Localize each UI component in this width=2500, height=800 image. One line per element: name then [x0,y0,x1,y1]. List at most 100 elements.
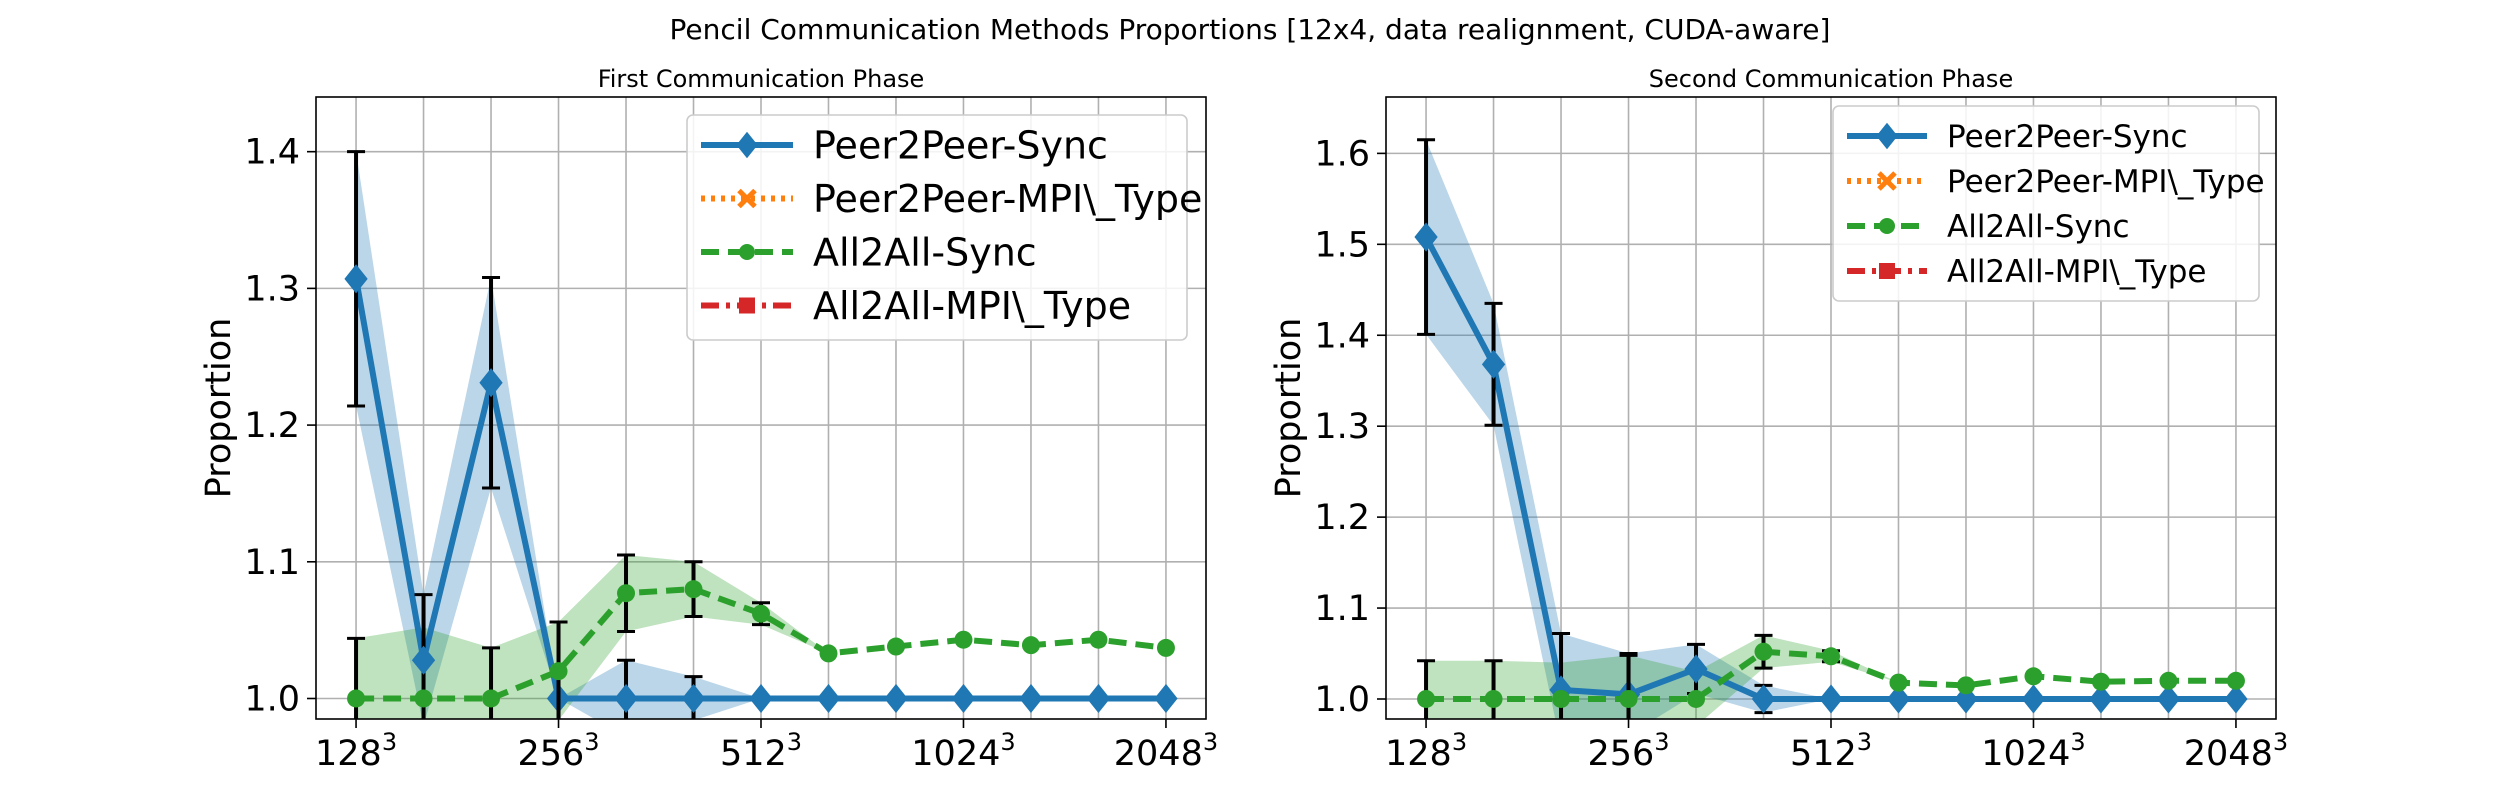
data-point [1754,642,1773,661]
y-tick-label: 1.1 [244,543,300,583]
x-tick-label: 2563 [1587,728,1669,774]
y-tick-label: 1.3 [1314,407,1370,447]
data-point [1956,676,1975,695]
y-tick-label: 1.4 [244,133,300,173]
legend-marker [1877,171,1897,191]
legend-marker [1879,263,1895,279]
data-point [1886,684,1911,714]
legend-label: All2All-MPI\_Type [813,284,1131,328]
y-tick-label: 1.0 [1314,680,1370,720]
data-point [1417,689,1436,708]
series-group [344,150,1178,719]
y-tick-label: 1.1 [1314,589,1370,629]
data-point [1414,222,1438,252]
data-point [347,689,366,708]
data-point [1481,349,1506,379]
legend-marker [1876,122,1898,150]
data-point [1819,684,1843,714]
data-point [2091,672,2110,691]
data-point [819,644,838,663]
data-point [1684,654,1708,684]
x-tick-label: 10243 [911,728,1015,774]
data-point [1089,630,1108,649]
subplot-title: Second Communication Phase [1649,65,2013,93]
data-point [1751,684,1776,714]
data-point [2021,684,2046,714]
data-point [886,637,905,656]
legend-marker [1879,218,1895,234]
x-tick-label: 10243 [1981,728,2085,774]
x-tick-label: 5123 [720,728,802,774]
y-tick-label: 1.2 [244,406,300,446]
data-point [1021,636,1040,655]
legend-label: Peer2Peer-MPI\_Type [813,177,1202,221]
data-point [2089,684,2113,714]
x-tick-label: 1283 [315,728,397,774]
legend-marker [737,188,757,209]
legend-label: Peer2Peer-MPI\_Type [1947,164,2265,200]
legend-box [1832,105,2260,302]
data-point [482,689,501,708]
data-point [2159,671,2178,690]
data-point [684,580,703,599]
data-point [951,683,976,714]
legend-marker [739,297,755,314]
data-point [1156,638,1175,657]
legend: Peer2Peer-Sync Peer2Peer-MPI\_Type All2All… [686,114,1202,341]
band-0 [356,151,1166,719]
data-point [1619,689,1638,708]
legend: Peer2Peer-Sync Peer2Peer-MPI\_Type All2All… [1832,105,2265,302]
legend-label: Peer2Peer-Sync [1947,119,2188,155]
data-point [2226,671,2245,690]
data-point [1552,689,1571,708]
data-point [414,689,433,708]
data-point [816,683,841,714]
data-point [1086,683,1111,714]
y-tick-label: 1.3 [244,269,300,309]
figure-title: Pencil Communication Methods Proportions… [670,13,1831,46]
data-point [884,683,908,714]
x-tick-label: 20483 [2184,728,2288,774]
data-point [749,683,773,714]
data-point [954,630,973,649]
x-tick-label: 2563 [517,728,599,774]
data-point [681,683,706,714]
data-point [1484,689,1503,708]
y-axis-label: Proportion [199,318,239,499]
data-point [2024,667,2043,686]
subplot-title: First Communication Phase [598,65,925,93]
series-group [1414,138,2248,719]
y-tick-label: 1.0 [244,679,300,719]
data-point [1822,647,1840,666]
data-point [344,264,368,294]
legend-marker [736,131,758,159]
data-point [752,604,770,623]
panel-first-phase: 1.0 1.1 1.2 1.3 1.4 1283 2563 5123 10243 20483 Fir… [199,65,1218,774]
x-tick-label: 5123 [1790,728,1872,774]
data-point [1154,683,1178,714]
data-point [1889,673,1908,692]
legend-box [686,114,1188,341]
data-point [2224,684,2248,714]
data-point [411,645,436,675]
panel-second-phase: 1.0 1.1 1.2 1.3 1.4 1.5 1.6 1283 2563 5123 10243 20… [1269,65,2288,774]
data-point [1019,683,1043,714]
legend-label: Peer2Peer-Sync [813,124,1108,168]
data-point [617,584,636,603]
y-tick-label: 1.2 [1314,498,1370,538]
data-point [2156,684,2181,714]
y-axis-label: Proportion [1269,318,1309,499]
legend-label: All2All-Sync [1947,209,2130,245]
y-tick-label: 1.5 [1314,225,1370,265]
legend-label: All2All-MPI\_Type [1947,254,2207,290]
y-tick-label: 1.4 [1314,316,1370,356]
data-point [614,683,638,714]
data-point [549,662,568,681]
x-tick-label: 1283 [1385,728,1467,774]
y-tick-label: 1.6 [1314,134,1370,174]
legend-marker [739,244,755,260]
x-tick-label: 20483 [1114,728,1218,774]
legend-label: All2All-Sync [813,231,1037,275]
data-point [479,368,503,398]
